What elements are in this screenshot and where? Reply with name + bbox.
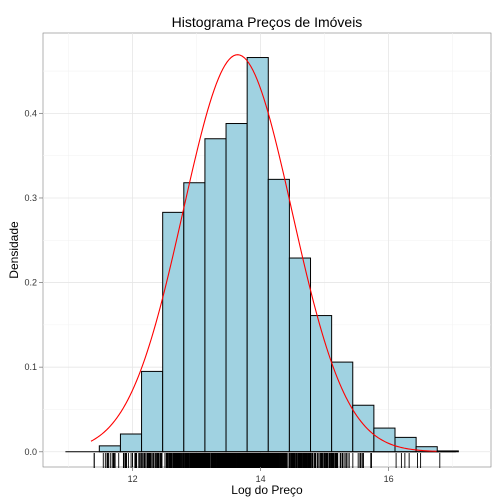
histogram-bar (119, 433, 143, 453)
histogram-bar (225, 123, 248, 453)
histogram-bar (288, 257, 312, 453)
histogram-bar (183, 182, 206, 453)
histogram-bars (98, 57, 459, 453)
rug-marks (93, 453, 441, 468)
x-axis: 12 14 16 (128, 467, 394, 484)
histogram-bar (246, 57, 269, 453)
histogram-bar (98, 445, 121, 453)
y-axis: 0.0 0.1 0.2 0.3 0.4 (24, 108, 43, 457)
histogram-bar (267, 178, 290, 453)
histogram-bar (310, 315, 333, 453)
histogram-bar (162, 211, 185, 453)
chart-title: Histograma Preços de Imóveis (172, 14, 363, 30)
x-axis-title: Log do Preço (231, 483, 303, 497)
histogram-bar (204, 138, 227, 453)
y-tick-label: 0.4 (24, 108, 37, 118)
x-tick-label: 14 (256, 474, 266, 484)
histogram-bar (352, 404, 375, 453)
x-tick-label: 12 (128, 474, 138, 484)
histogram-bar (141, 370, 164, 453)
y-tick-label: 0.2 (24, 278, 37, 288)
y-axis-title: Densidade (7, 221, 21, 279)
y-tick-label: 0.0 (24, 447, 37, 457)
density-curve (90, 54, 437, 452)
histogram-bar (373, 427, 396, 453)
histogram-bar (331, 361, 354, 453)
y-tick-label: 0.1 (24, 362, 37, 372)
y-tick-label: 0.3 (24, 193, 37, 203)
density-curve-line (90, 54, 437, 452)
x-tick-label: 16 (384, 474, 394, 484)
